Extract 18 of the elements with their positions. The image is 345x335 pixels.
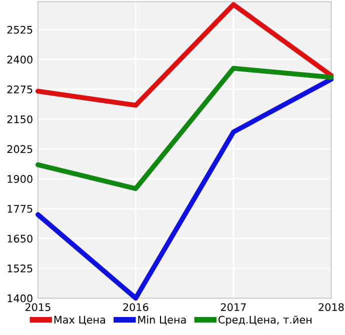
x-tick-label: 2016 <box>123 303 148 312</box>
legend-label: Max Цена <box>54 316 106 326</box>
y-tick-label: 1900 <box>8 175 32 183</box>
x-tick-label: 2017 <box>220 303 246 312</box>
y-tick-label: 2400 <box>7 56 32 64</box>
y-tick-label: 1775 <box>8 205 32 213</box>
y-tick-label: 2275 <box>7 86 32 94</box>
y-tick-label: 1650 <box>8 234 32 243</box>
y-tick-label: 1400 <box>8 294 32 302</box>
line-series <box>36 66 334 192</box>
y-tick-label: 2150 <box>7 115 32 124</box>
y-tick-label: 1525 <box>8 264 32 272</box>
x-tick-label: 2018 <box>318 303 344 312</box>
legend-label: Min Цена <box>138 316 186 326</box>
y-tick-label: 2525 <box>7 26 32 34</box>
legend-label: Сред.Цена, т.йен <box>218 316 312 326</box>
x-tick-label: 2015 <box>25 303 50 312</box>
y-tick-label: 2025 <box>7 145 32 154</box>
